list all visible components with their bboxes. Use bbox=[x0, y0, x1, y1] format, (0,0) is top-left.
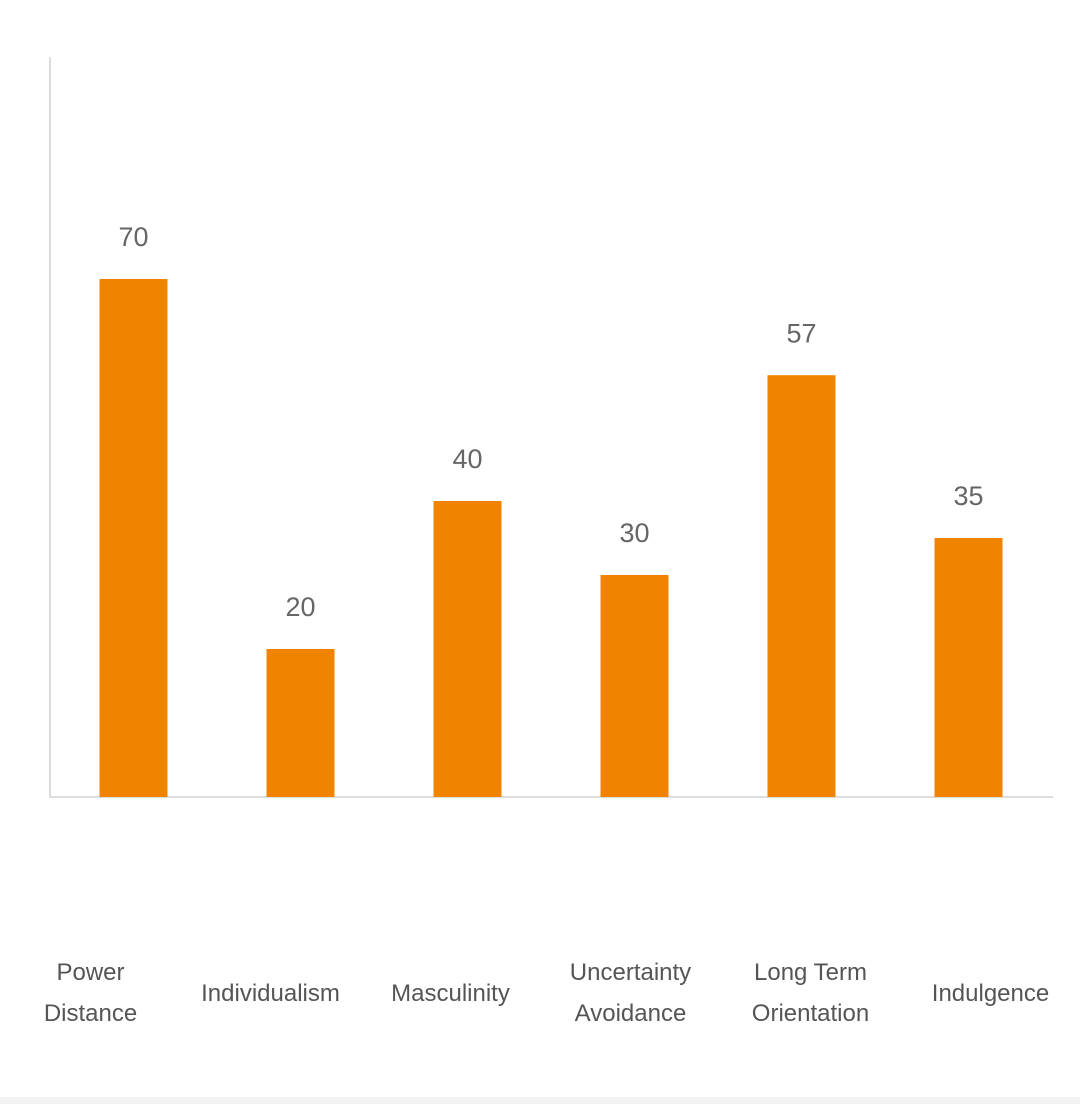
x-tick-label: Indulgence bbox=[931, 979, 1050, 1007]
value-label: 40 bbox=[452, 444, 482, 474]
value-label: 35 bbox=[953, 481, 983, 511]
value-label: 70 bbox=[118, 222, 148, 252]
bar bbox=[99, 279, 168, 797]
value-label: 30 bbox=[619, 518, 649, 548]
x-tick-label: Power Distance bbox=[43, 959, 138, 1027]
bar bbox=[433, 501, 502, 797]
value-label: 20 bbox=[285, 592, 315, 622]
bar bbox=[266, 649, 335, 797]
x-tick-label: Long Term Orientation bbox=[751, 959, 870, 1027]
footer-strip bbox=[0, 1097, 1080, 1104]
x-tick-label: Masculinity bbox=[391, 979, 510, 1007]
x-tick-label: Individualism bbox=[201, 979, 340, 1007]
bar bbox=[600, 575, 669, 797]
value-label: 57 bbox=[786, 318, 816, 348]
bar bbox=[767, 375, 836, 797]
bar bbox=[934, 538, 1003, 797]
x-tick-label: Uncertainty Avoidance bbox=[569, 959, 692, 1027]
